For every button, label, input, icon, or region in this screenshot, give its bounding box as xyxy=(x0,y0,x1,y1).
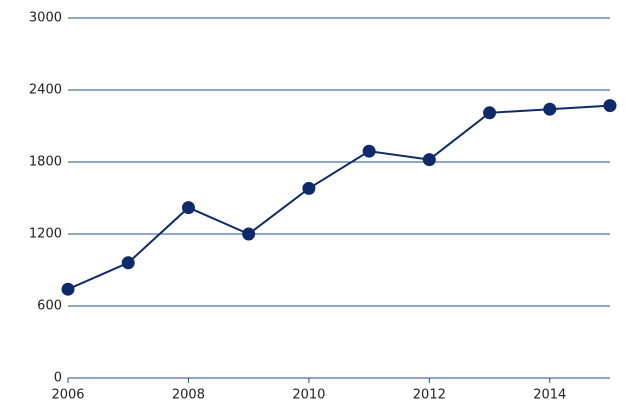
y-tick-label: 3000 xyxy=(29,11,62,26)
y-tick-label: 600 xyxy=(37,299,62,314)
data-point xyxy=(181,201,195,215)
data-point xyxy=(61,282,75,296)
data-point xyxy=(121,256,135,270)
data-point xyxy=(603,99,617,113)
data-point xyxy=(422,153,436,167)
x-tick-label: 2010 xyxy=(292,388,325,403)
series-line xyxy=(67,104,611,291)
x-tick-label: 2014 xyxy=(533,388,566,403)
y-tick-label: 2400 xyxy=(29,83,62,98)
data-point xyxy=(362,144,376,158)
x-tick-label: 2012 xyxy=(413,388,446,403)
y-tick-label: 1200 xyxy=(29,227,62,242)
x-tick-label: 2006 xyxy=(51,388,84,403)
y-tick-label: 1800 xyxy=(29,155,62,170)
x-tick-label: 2008 xyxy=(172,388,205,403)
data-point xyxy=(302,181,316,195)
data-point xyxy=(483,106,497,120)
data-point xyxy=(543,102,557,116)
y-tick-label: 0 xyxy=(54,371,62,386)
data-point xyxy=(242,227,256,241)
